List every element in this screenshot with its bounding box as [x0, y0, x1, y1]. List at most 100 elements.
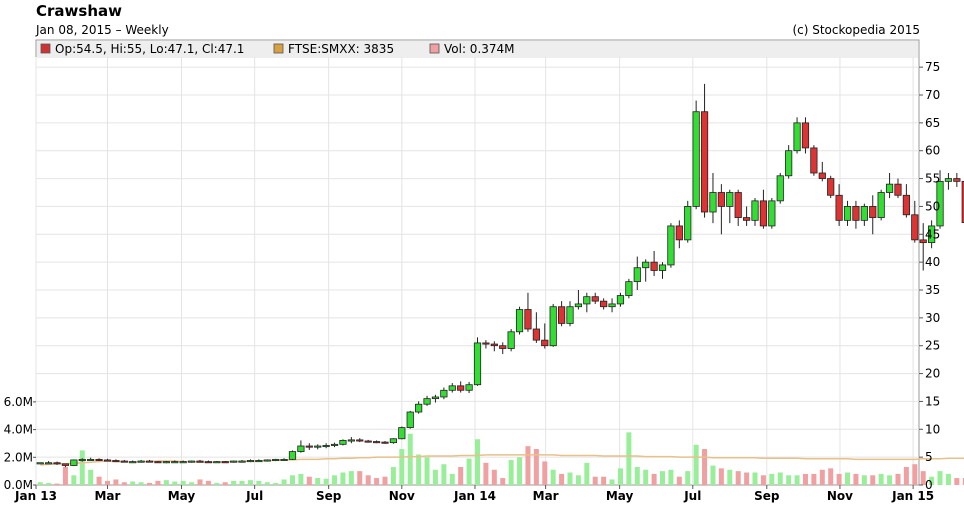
price-tick-label: 15 [925, 394, 940, 408]
price-candle [608, 298, 616, 313]
volume-bar [584, 462, 590, 485]
price-candle [129, 460, 137, 464]
price-candles [36, 83, 964, 468]
price-candle [112, 459, 120, 463]
candle-body [499, 345, 507, 349]
price-candle [726, 189, 734, 224]
volume-bar [651, 473, 657, 485]
price-tick-label: 10 [925, 422, 940, 436]
price-candle [356, 438, 364, 443]
candle-body [356, 439, 364, 442]
volume-bar [289, 475, 295, 485]
volume-bar [247, 480, 253, 485]
volume-bar [777, 472, 783, 485]
legend-swatch [429, 43, 440, 54]
candle-body [751, 200, 759, 221]
volume-bar [508, 460, 514, 485]
volume-bar [315, 478, 321, 485]
volume-bar [845, 472, 851, 485]
volume-bar [130, 481, 136, 485]
price-candle [902, 184, 910, 218]
volume-bar [239, 480, 245, 485]
volume-bar [500, 478, 506, 485]
candle-body [288, 451, 297, 460]
candle-body [120, 460, 128, 463]
legend-swatch [273, 43, 284, 54]
price-candle [187, 460, 196, 463]
candle-body [650, 261, 658, 271]
price-candle [700, 83, 709, 218]
price-candle [600, 298, 608, 310]
candle-body [700, 111, 709, 213]
volume-bar [348, 471, 354, 485]
candle-body [440, 389, 448, 398]
price-candle [490, 341, 498, 352]
price-candle [961, 180, 964, 223]
candle-body [835, 194, 843, 221]
volume-bar [962, 478, 964, 485]
chart-subtitle: Jan 08, 2015 – Weekly [36, 23, 169, 37]
volume-bar [449, 473, 455, 485]
candle-body [137, 460, 145, 463]
volume-bar [222, 482, 228, 485]
price-candle [734, 189, 742, 226]
price-candle [869, 195, 877, 235]
legend-item: Vol: 0.374M [429, 42, 515, 56]
candle-body [482, 342, 490, 345]
candle-body [246, 460, 255, 463]
price-candle [524, 292, 532, 332]
price-candle [305, 443, 313, 450]
price-tick-label: 40 [925, 255, 940, 269]
volume-bar [96, 476, 102, 485]
price-candle [171, 460, 179, 464]
volume-bar [424, 457, 430, 485]
candle-body [423, 398, 431, 405]
price-candle [835, 184, 843, 226]
volume-bar [794, 475, 800, 485]
volume-bar [802, 473, 808, 485]
candle-body [389, 438, 398, 444]
legend-item: Op:54.5, Hi:55, Lo:47.1, Cl:47.1 [40, 42, 244, 56]
candle-body [196, 460, 204, 463]
price-candle [650, 251, 658, 277]
candle-body [61, 463, 70, 466]
volume-bar [878, 473, 884, 485]
candle-body [692, 111, 700, 207]
volume-bar [769, 473, 775, 485]
volume-bar [903, 466, 909, 485]
volume-bar [374, 478, 380, 485]
candle-body [372, 441, 381, 444]
volume-bar [365, 475, 371, 485]
price-candle [827, 175, 835, 199]
candle-body [759, 200, 768, 227]
date-tick-label: Nov [389, 489, 415, 503]
price-candle [625, 278, 633, 299]
candle-body [398, 427, 406, 440]
candle-body [238, 460, 246, 463]
volume-bar [189, 482, 195, 485]
price-candle [145, 459, 154, 463]
price-candle [322, 443, 330, 449]
price-candle [515, 306, 524, 335]
legend-background [37, 41, 918, 58]
price-candle [179, 460, 187, 464]
price-tick-label: 45 [925, 227, 940, 241]
price-candle [448, 383, 456, 393]
date-tick-label: Sep [316, 489, 342, 503]
price-candle [238, 459, 246, 463]
volume-bar [104, 480, 110, 485]
volume-bar [945, 473, 951, 485]
price-candle [793, 117, 801, 154]
volume-bar [643, 469, 649, 485]
candle-body [743, 217, 751, 221]
price-candle [936, 170, 944, 229]
price-candle [221, 461, 229, 464]
price-candle [843, 200, 852, 226]
price-candle [852, 200, 860, 229]
candle-body [801, 122, 810, 149]
price-tick-label: 65 [925, 116, 940, 130]
volume-bar [819, 469, 825, 485]
candle-body [869, 206, 877, 218]
volume-bar [357, 471, 363, 485]
price-candle [465, 381, 473, 394]
